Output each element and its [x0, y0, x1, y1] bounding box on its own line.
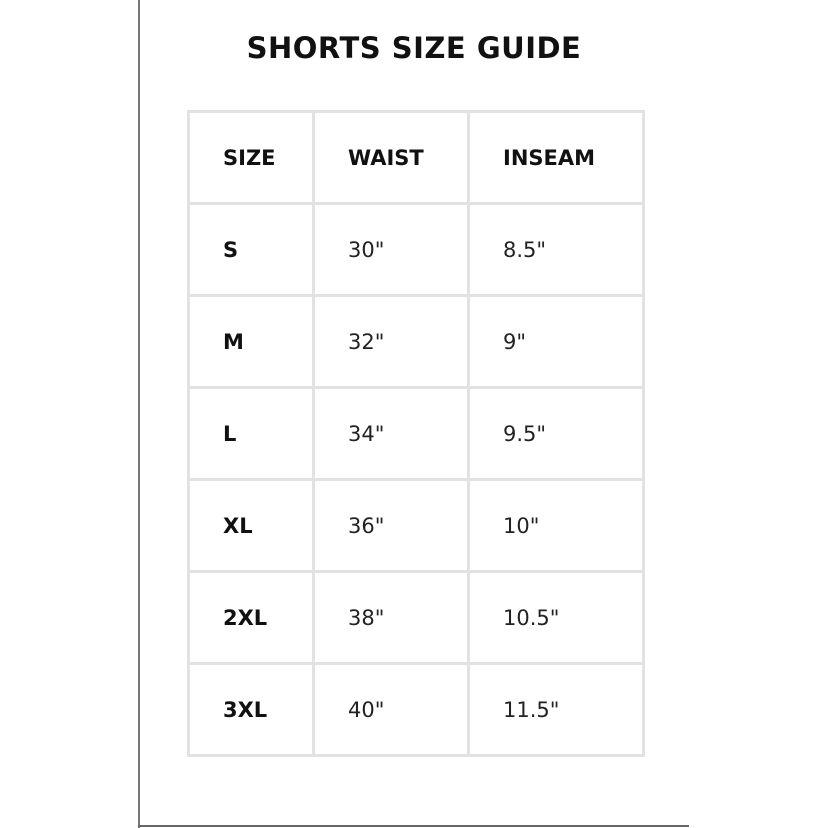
table-row: L 34" 9.5"	[187, 386, 645, 481]
size-cell: XL	[187, 478, 315, 573]
inseam-cell: 11.5"	[467, 662, 645, 757]
waist-cell: 32"	[312, 294, 470, 389]
header-waist: WAIST	[312, 110, 470, 205]
table-row: M 32" 9"	[187, 294, 645, 389]
inseam-cell: 10.5"	[467, 570, 645, 665]
table-row: 3XL 40" 11.5"	[187, 662, 645, 757]
size-table: SIZE WAIST INSEAM S 30" 8.5" M 32" 9" L 34" 9.5"…	[187, 110, 645, 757]
size-cell: M	[187, 294, 315, 389]
header-size: SIZE	[187, 110, 315, 205]
table-row: 2XL 38" 10.5"	[187, 570, 645, 665]
table-header-row: SIZE WAIST INSEAM	[187, 110, 645, 205]
frame-border-bottom	[138, 825, 689, 827]
size-cell: L	[187, 386, 315, 481]
size-cell: 3XL	[187, 662, 315, 757]
page-title: SHORTS SIZE GUIDE	[246, 31, 582, 65]
waist-cell: 34"	[312, 386, 470, 481]
table-row: S 30" 8.5"	[187, 202, 645, 297]
header-inseam: INSEAM	[467, 110, 645, 205]
size-cell: S	[187, 202, 315, 297]
waist-cell: 30"	[312, 202, 470, 297]
inseam-cell: 10"	[467, 478, 645, 573]
frame-border-left	[138, 0, 140, 828]
table-row: XL 36" 10"	[187, 478, 645, 573]
waist-cell: 40"	[312, 662, 470, 757]
inseam-cell: 8.5"	[467, 202, 645, 297]
size-cell: 2XL	[187, 570, 315, 665]
inseam-cell: 9.5"	[467, 386, 645, 481]
inseam-cell: 9"	[467, 294, 645, 389]
waist-cell: 38"	[312, 570, 470, 665]
waist-cell: 36"	[312, 478, 470, 573]
